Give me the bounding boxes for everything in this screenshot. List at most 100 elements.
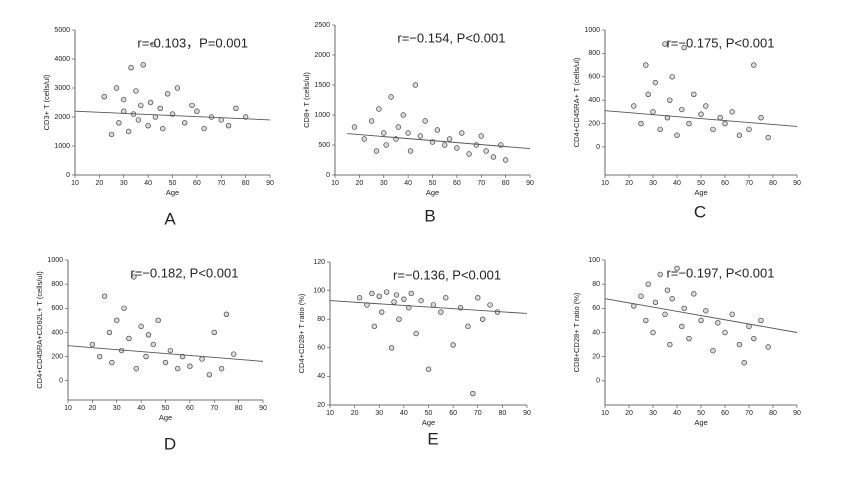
point bbox=[113, 85, 120, 91]
point bbox=[652, 299, 659, 305]
x-tick-label: 70 bbox=[217, 180, 225, 187]
point bbox=[478, 133, 484, 139]
point bbox=[746, 126, 752, 133]
point bbox=[698, 317, 704, 324]
point bbox=[650, 329, 656, 336]
axes bbox=[67, 260, 263, 401]
point bbox=[413, 330, 419, 337]
y-tick-label: 1000 bbox=[584, 27, 600, 34]
point bbox=[434, 127, 441, 133]
point bbox=[650, 109, 656, 115]
point bbox=[631, 103, 637, 109]
x-tick-label: 60 bbox=[193, 180, 201, 187]
y-tick-label: 800 bbox=[51, 281, 63, 288]
y-tick-label: 100 bbox=[313, 287, 325, 294]
y-tick-label: 120 bbox=[313, 259, 325, 266]
x-tick-label: 40 bbox=[400, 410, 408, 417]
point bbox=[765, 134, 771, 141]
annotation: r=−0.175, P<0.001 bbox=[666, 35, 774, 50]
point bbox=[450, 342, 456, 348]
y-axis-label: CD4+CD28+ T ratio (%) bbox=[297, 293, 306, 373]
point bbox=[218, 365, 225, 372]
point bbox=[211, 329, 217, 336]
point bbox=[638, 293, 644, 299]
point bbox=[669, 295, 675, 302]
y-tick-label: 20 bbox=[592, 354, 600, 361]
x-tick-label: 10 bbox=[601, 410, 609, 417]
point bbox=[152, 114, 159, 120]
y-tick-label: 100 bbox=[588, 257, 600, 264]
point bbox=[160, 125, 166, 132]
axes bbox=[604, 30, 797, 176]
point bbox=[652, 79, 659, 86]
point bbox=[729, 311, 735, 318]
point bbox=[223, 311, 230, 318]
point bbox=[140, 62, 146, 68]
x-tick-label: 70 bbox=[210, 405, 218, 412]
point bbox=[109, 359, 115, 366]
point bbox=[657, 271, 663, 278]
x-tick-label: 90 bbox=[259, 405, 267, 412]
panel: 10 20 30 40 50 60 70 80 90 0 1000 2000 3000 4000 5000 r… bbox=[42, 27, 274, 229]
x-tick-label: 50 bbox=[697, 180, 705, 187]
regression-line bbox=[347, 133, 531, 150]
y-tick-label: 1500 bbox=[314, 82, 330, 89]
point bbox=[502, 157, 509, 163]
x-tick-label: 20 bbox=[95, 180, 103, 187]
x-tick-label: 70 bbox=[474, 410, 482, 417]
point bbox=[199, 356, 205, 362]
point bbox=[710, 347, 716, 354]
point bbox=[167, 347, 174, 354]
point bbox=[679, 323, 685, 330]
point bbox=[121, 96, 127, 103]
x-tick-label: 90 bbox=[526, 180, 534, 187]
x-tick-label: 10 bbox=[64, 405, 72, 412]
point bbox=[131, 274, 137, 280]
point bbox=[722, 329, 728, 336]
point bbox=[174, 365, 181, 372]
x-tick-label: 80 bbox=[769, 180, 777, 187]
y-tick-label: 80 bbox=[317, 316, 325, 323]
x-tick-label: 50 bbox=[697, 410, 705, 417]
annotation: r=−0.197, P<0.001 bbox=[666, 265, 774, 280]
x-tick-label: 10 bbox=[326, 410, 334, 417]
point bbox=[393, 292, 400, 298]
point bbox=[128, 64, 134, 71]
point bbox=[356, 295, 363, 301]
point bbox=[181, 120, 188, 126]
point bbox=[143, 353, 149, 360]
point bbox=[189, 102, 195, 109]
point bbox=[412, 82, 419, 88]
y-tick-label: 2500 bbox=[314, 22, 330, 29]
point bbox=[379, 309, 385, 315]
x-axis-label: Age bbox=[694, 418, 707, 427]
y-tick-label: 3000 bbox=[54, 85, 70, 92]
point bbox=[194, 108, 200, 114]
y-tick-label: 60 bbox=[317, 345, 325, 352]
point bbox=[135, 117, 142, 123]
point bbox=[96, 353, 103, 360]
point bbox=[430, 302, 437, 308]
point bbox=[101, 93, 107, 100]
point bbox=[657, 126, 663, 133]
x-tick-label: 70 bbox=[477, 180, 485, 187]
point bbox=[686, 335, 692, 342]
point bbox=[417, 133, 424, 139]
panel: 10 20 30 40 50 60 70 80 90 0 200 400 600 800 1000 r=−0.… bbox=[35, 257, 267, 454]
x-tick-label: 10 bbox=[71, 180, 79, 187]
point bbox=[443, 295, 449, 301]
point bbox=[667, 97, 673, 103]
y-tick-label: 1000 bbox=[314, 112, 330, 119]
point bbox=[438, 309, 444, 315]
point bbox=[116, 120, 122, 126]
x-tick-label: 80 bbox=[242, 180, 250, 187]
point bbox=[150, 41, 156, 48]
x-tick-label: 30 bbox=[649, 180, 657, 187]
x-tick-label: 90 bbox=[523, 410, 531, 417]
axes bbox=[74, 30, 270, 176]
x-tick-label: 20 bbox=[625, 410, 633, 417]
point bbox=[157, 105, 164, 112]
x-tick-label: 50 bbox=[425, 410, 433, 417]
point bbox=[361, 136, 367, 142]
panel-label: E bbox=[427, 429, 438, 448]
